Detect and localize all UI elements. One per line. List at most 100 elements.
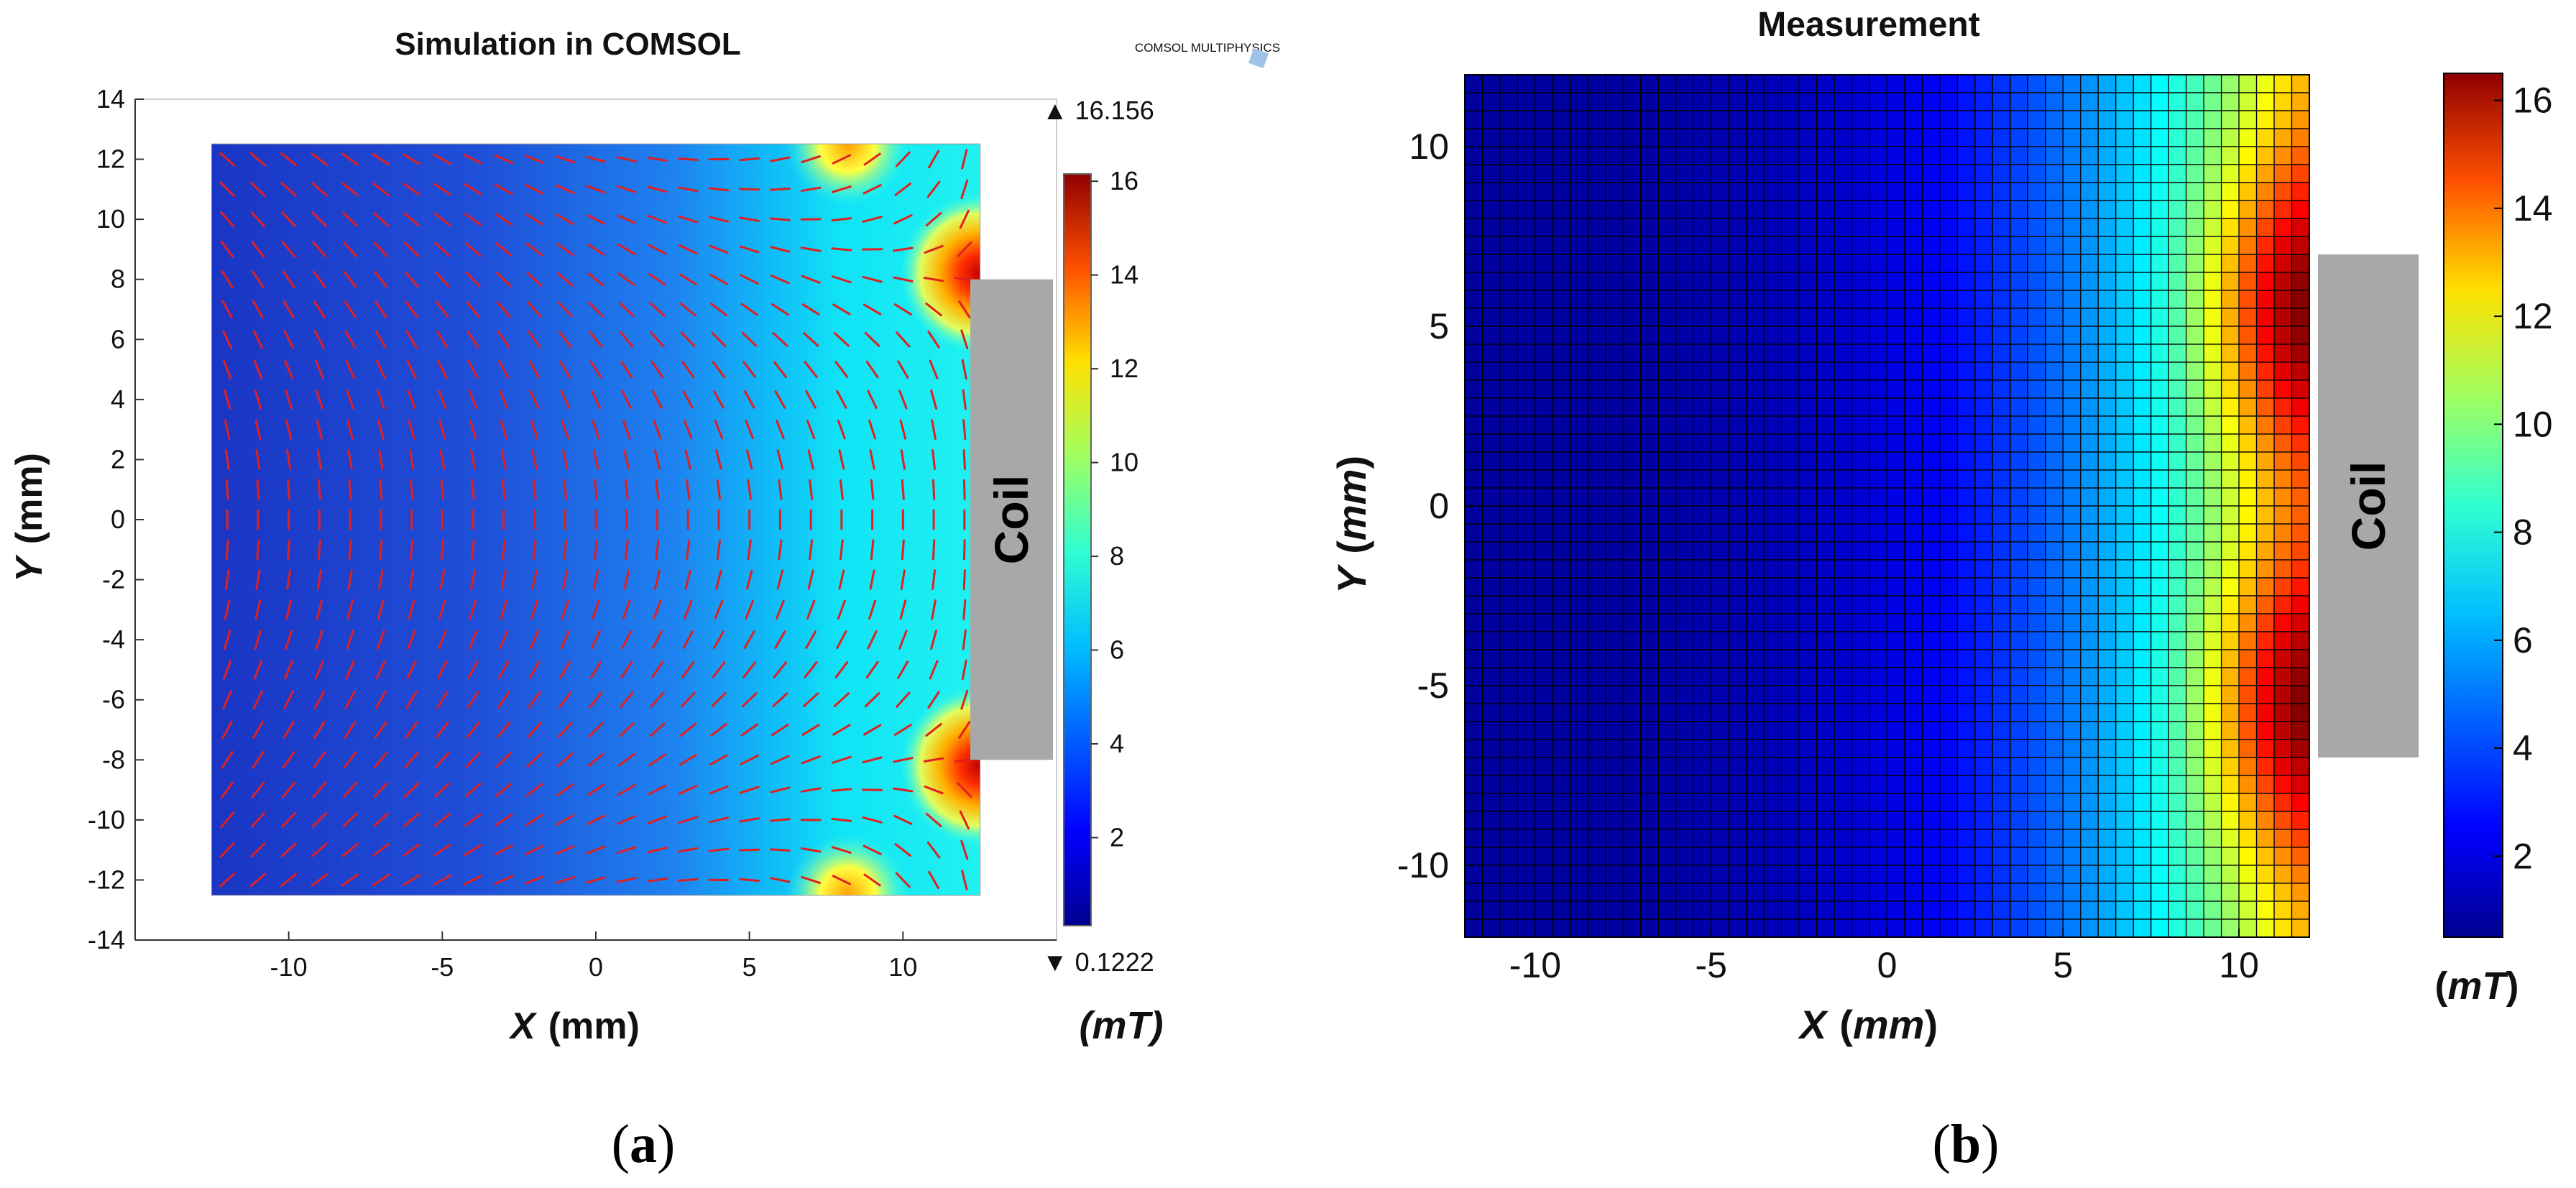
heatmap-cell [2168, 110, 2187, 129]
field-arrow [555, 155, 576, 164]
heatmap-cell [1974, 523, 1994, 543]
heatmap-cell [2115, 110, 2134, 129]
heatmap-cell [1711, 272, 1729, 291]
heatmap-cell [2255, 92, 2275, 111]
field-arrow [804, 661, 818, 678]
heatmap-cell [2168, 362, 2187, 381]
heatmap-cell [2062, 344, 2082, 363]
heatmap-cell [1693, 415, 1712, 435]
heatmap-cell [1763, 847, 1782, 866]
heatmap-cell [2097, 469, 2117, 489]
heatmap-cell [1552, 326, 1571, 345]
heatmap-cell [1816, 397, 1835, 417]
heatmap-cell [2255, 883, 2275, 902]
heatmap-cell [2150, 541, 2169, 561]
field-arrow [312, 241, 327, 258]
heatmap-cell [2080, 559, 2099, 579]
heatmap-cell [1570, 667, 1589, 686]
heatmap-cell [1570, 505, 1589, 525]
heatmap-cell [1499, 254, 1519, 273]
heatmap-cell [2097, 164, 2117, 183]
field-arrow [344, 330, 356, 349]
heatmap-cell [1939, 775, 1959, 794]
heatmap-cell [1464, 739, 1484, 758]
heatmap-cell [1851, 757, 1870, 776]
heatmap-cell [1693, 703, 1712, 722]
field-arrow [402, 153, 421, 165]
heatmap-cell [1605, 182, 1624, 201]
heatmap-cell [2238, 379, 2258, 399]
heatmap-cell [1675, 811, 1694, 830]
heatmap-cell [1499, 541, 1519, 561]
field-arrow [252, 300, 264, 319]
heatmap-cell [1780, 344, 1800, 363]
heatmap-cell [2255, 272, 2275, 291]
field-arrow [682, 630, 694, 650]
heatmap-cell [2291, 703, 2310, 722]
heatmap-cell [2150, 362, 2169, 381]
heatmap-cell [1921, 415, 1941, 435]
heatmap-cell [1780, 775, 1800, 794]
heatmap-cell [1622, 757, 1642, 776]
field-arrow [409, 539, 414, 561]
heatmap-cell [2010, 685, 2028, 704]
heatmap-cell [2080, 757, 2099, 776]
field-arrow [561, 449, 569, 470]
field-arrow [839, 479, 844, 500]
field-arrow [220, 241, 234, 258]
heatmap-cell [1570, 649, 1589, 668]
field-arrow [224, 599, 231, 620]
heatmap-cell [1517, 829, 1536, 848]
heatmap-cell [1693, 847, 1712, 866]
heatmap-cell [2027, 883, 2046, 902]
heatmap-cell [1816, 577, 1835, 597]
heatmap-cell [2010, 92, 2028, 111]
heatmap-cell [2255, 505, 2275, 525]
heatmap-cell [1921, 344, 1941, 363]
heatmap-cell [2185, 469, 2204, 489]
heatmap-cell [1657, 272, 1677, 291]
heatmap-cell [1535, 649, 1554, 668]
field-arrow [556, 752, 574, 768]
heatmap-cell [1640, 326, 1659, 345]
heatmap-cell [1570, 811, 1589, 830]
heatmap-cell [2255, 200, 2275, 219]
heatmap-cell [2168, 847, 2187, 866]
heatmap-cell [1570, 272, 1589, 291]
heatmap-cell [1869, 757, 1888, 776]
heatmap-cell [2238, 362, 2258, 381]
heatmap-cell [1728, 811, 1747, 830]
field-arrow [617, 214, 637, 224]
heatmap-cell [1956, 272, 1976, 291]
heatmap-cell [2168, 811, 2187, 830]
heatmap-cell [1517, 883, 1536, 902]
heatmap-cell [1974, 613, 1994, 632]
heatmap-cell [1939, 200, 1959, 219]
heatmap-cell [1939, 721, 1959, 740]
heatmap-cell [1640, 469, 1659, 489]
heatmap-cell [1499, 433, 1519, 453]
heatmap-cell [1657, 793, 1677, 812]
heatmap-cell [2273, 164, 2293, 183]
heatmap-cell [1763, 110, 1782, 129]
heatmap-cell [1481, 829, 1501, 848]
field-arrow [742, 361, 757, 378]
heatmap-cell [1921, 775, 1941, 794]
heatmap-cell [2133, 344, 2152, 363]
heatmap-cell [2255, 290, 2275, 309]
heatmap-cell [2027, 559, 2046, 579]
field-arrow [617, 815, 637, 825]
field-arrow [586, 213, 606, 225]
field-arrow [653, 419, 662, 440]
field-arrow [650, 691, 665, 708]
heatmap-cell [2027, 523, 2046, 543]
heatmap-cell [2203, 559, 2222, 579]
heatmap-cell [2115, 541, 2134, 561]
heatmap-cell [2027, 901, 2046, 920]
heatmap-cell [2203, 847, 2222, 866]
heatmap-cell [2220, 128, 2240, 147]
comsol-watermark-text: COMSOL MULTIPHYSICS [1135, 41, 1280, 55]
heatmap-cell [2010, 146, 2028, 165]
heatmap-cell [1605, 613, 1624, 632]
heatmap-cell [1657, 182, 1677, 201]
